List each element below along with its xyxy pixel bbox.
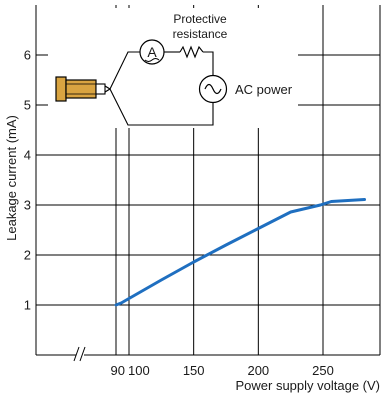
wire-resistor-ac	[203, 51, 214, 75]
protective-label-line1: Protective	[173, 12, 227, 26]
wire-bottom	[109, 88, 214, 126]
y-tick-label: 3	[24, 198, 31, 213]
ac-power-label: AC power	[235, 82, 293, 97]
ac-source-icon	[198, 74, 228, 104]
protective-label-line2: resistance	[173, 27, 228, 41]
x-axis-label: Power supply voltage (V)	[235, 378, 380, 393]
ammeter-icon: A	[139, 39, 165, 65]
y-tick-label: 2	[24, 248, 31, 263]
y-tick-label: 6	[24, 48, 31, 63]
x-tick-label: 200	[247, 363, 269, 378]
y-tick-label: 5	[24, 98, 31, 113]
leakage-current-line	[114, 198, 366, 307]
series-layer	[114, 198, 366, 307]
resistor-icon	[179, 45, 204, 59]
circuit-diagram: A Protective resistance AC power	[48, 8, 298, 128]
plug-probe-icon	[55, 76, 111, 102]
y-axis-label: Leakage current (mA)	[4, 115, 19, 241]
ammeter-symbol: A	[147, 44, 157, 60]
axis-break-mark	[73, 346, 86, 362]
diagram-background	[48, 8, 298, 128]
x-tick-label: 250	[312, 363, 334, 378]
y-tick-label: 4	[24, 148, 31, 163]
y-tick-label: 1	[24, 298, 31, 313]
x-tick-label: 90	[111, 363, 125, 378]
x-tick-labels: 90 100 150 200 250	[111, 363, 334, 378]
x-tick-label: 100	[128, 363, 150, 378]
wire-top	[109, 51, 140, 90]
x-tick-label: 150	[183, 363, 205, 378]
y-tick-labels: 1 2 3 4 5 6	[24, 48, 31, 313]
